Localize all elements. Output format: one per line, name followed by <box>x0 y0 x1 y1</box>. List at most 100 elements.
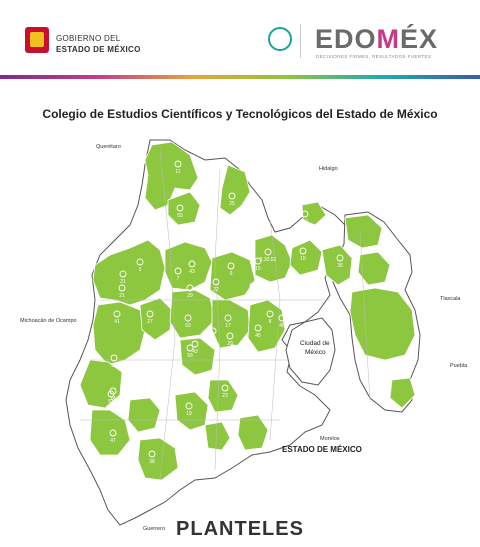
plantel-marker-icon <box>186 284 194 292</box>
plantel-marker-icon <box>174 160 182 168</box>
neighbor-label-michoacan: Michoacán de Ocampo <box>20 318 77 324</box>
government-name-line2: ESTADO DE MÉXICO <box>56 45 141 54</box>
plantel-marker-icon <box>229 344 237 352</box>
plantel-marker-icon <box>191 340 199 348</box>
plantel-marker-icon <box>224 314 232 322</box>
plantel-area-west <box>92 301 146 366</box>
plantel-marker-icon <box>148 450 156 458</box>
plantel-area-ne <box>254 234 293 283</box>
plantel-area-east-corner <box>321 244 353 286</box>
plantel-number-label: 54 <box>111 363 117 369</box>
neighbor-label-guerrero: Guerrero <box>143 526 165 532</box>
neighbor-label-queretaro: Querétaro <box>96 144 121 150</box>
plantel-marker-icon <box>188 260 196 268</box>
plantel-number-label: 21 <box>119 293 125 299</box>
plantel-marker-icon <box>174 267 182 275</box>
plantel-number-label: 23 <box>250 291 256 297</box>
plantel-marker-icon <box>146 310 154 318</box>
plantel-area-east-n <box>344 214 383 249</box>
plantel-number-label: 50 <box>302 219 308 225</box>
city-label-line1: Ciudad de <box>300 340 330 347</box>
plantel-number-label: 24 <box>110 396 116 402</box>
plantel-number-label: 41 <box>114 319 120 325</box>
plantel-marker-icon <box>209 327 217 335</box>
plantel-marker-icon <box>266 310 274 318</box>
plantel-area-east-n2 <box>357 251 391 286</box>
plantel-number-label: 17 <box>225 323 231 329</box>
plantel-area-center-north <box>164 241 213 291</box>
plantel-number-label: 34 <box>210 336 216 342</box>
plantel-number-label: 38 <box>149 459 155 465</box>
plantel-marker-icon <box>118 284 126 292</box>
plantel-marker-icon <box>109 429 117 437</box>
plantel-area-ne2 <box>289 239 323 276</box>
plantel-marker-icon <box>184 314 192 322</box>
plantel-marker-icon <box>278 314 286 322</box>
plantel-area-south-center <box>179 337 216 376</box>
plantel-marker-icon <box>254 257 262 265</box>
city-label-line2: México <box>305 349 326 356</box>
plantel-area-north-east-small <box>301 201 327 226</box>
plantel-number-label: 27 <box>147 319 153 325</box>
municipal-boundaries <box>80 149 371 481</box>
plantel-markers: 11 55 25 21 3 7 43 9 15 2,30,52 15 50 35 21 29 22 23 41 27… <box>107 160 344 465</box>
plantel-marker-icon <box>212 278 220 286</box>
plantel-marker-icon <box>226 332 234 340</box>
edomex-brand-logo: EDOMÉX <box>315 24 439 54</box>
plantel-number-label: 3 <box>139 267 142 273</box>
plantel-number-label: 39 <box>132 385 138 391</box>
plantel-marker-icon <box>110 354 118 362</box>
plantel-marker-icon <box>176 204 184 212</box>
plantel-number-label: 2,30,52 <box>260 257 277 263</box>
plantel-area-center3 <box>247 299 286 353</box>
neighbor-label-puebla: Puebla <box>450 363 468 369</box>
header-color-stripe <box>0 75 480 79</box>
plantel-number-label: 23 <box>222 393 228 399</box>
plantel-marker-icon <box>186 344 194 352</box>
government-seal-icon <box>25 27 49 53</box>
plantel-marker-icon <box>249 282 257 290</box>
footer-title: PLANTELES <box>176 518 304 540</box>
plantel-marker-icon <box>136 258 144 266</box>
plantel-number-label: 47 <box>110 438 116 444</box>
neighbor-labels: Querétaro Hidalgo Michoacán de Ocampo Tl… <box>20 144 468 532</box>
plantel-number-label: 45 <box>255 333 261 339</box>
plantel-area-southwest <box>79 359 123 409</box>
plantel-marker-icon <box>185 402 193 410</box>
plantel-area-center2 <box>211 299 251 349</box>
plantel-area-west2 <box>139 297 173 341</box>
plantel-area-north <box>144 141 199 211</box>
plantel-marker-icon <box>227 262 235 270</box>
neighbor-label-morelos: Morelos <box>320 436 340 442</box>
plantel-area-nw <box>92 239 166 306</box>
header-bar: GOBIERNO DEL ESTADO DE MÉXICO EDOMÉX DEC… <box>0 0 480 78</box>
plantel-marker-icon <box>131 376 139 384</box>
plantel-area-east-s <box>389 377 416 409</box>
plantel-number-label: 21 <box>120 279 126 285</box>
plantel-number-label: 25 <box>229 201 235 207</box>
plantel-number-label: 58 <box>187 353 193 359</box>
region-labels: Ciudad de México ESTADO DE MÉXICO <box>282 340 362 454</box>
plantel-number-label: 60 <box>185 323 191 329</box>
plantel-number-label: 29 <box>187 293 193 299</box>
plantel-number-label: 7 <box>177 276 180 282</box>
plantel-marker-icon <box>336 254 344 262</box>
plantel-number-label: 53 <box>108 399 114 405</box>
plantel-area-center <box>169 289 216 339</box>
plantel-number-label: 55 <box>177 213 183 219</box>
plantel-areas <box>79 141 416 481</box>
plantel-number-label: 48 <box>279 323 285 329</box>
plantel-number-label: 22 <box>213 287 219 293</box>
edomex-brand-slogan: DECISIONES FIRMES, RESULTADOS FUERTES <box>316 54 432 59</box>
plantel-number-label: 43 <box>189 269 195 275</box>
plantel-number-label: 36,44 <box>227 353 240 359</box>
government-name-line1: GOBIERNO DEL <box>56 34 121 43</box>
plantel-number-label: 8 <box>269 319 272 325</box>
plantel-number-label: 9 <box>230 271 233 277</box>
plantel-marker-icon <box>299 247 307 255</box>
ciudad-de-mexico-area <box>285 317 336 386</box>
plantel-marker-icon <box>107 390 115 398</box>
plantel-area-south5 <box>207 379 239 413</box>
plantel-area-north3 <box>219 164 251 216</box>
